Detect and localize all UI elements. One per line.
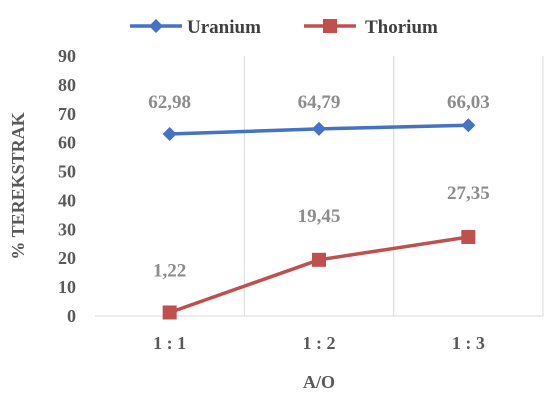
thorium-point bbox=[312, 252, 326, 267]
series-layer bbox=[162, 118, 476, 320]
thorium-series bbox=[162, 229, 476, 320]
uranium-series bbox=[162, 118, 476, 142]
legend-label: Thorium bbox=[365, 17, 438, 38]
thorium-line bbox=[169, 235, 469, 315]
y-tick-label: 90 bbox=[58, 46, 76, 66]
thorium-point bbox=[162, 305, 177, 320]
thorium-data-label: 1,22 bbox=[153, 260, 186, 281]
uranium-point bbox=[312, 121, 326, 136]
legend-item-thorium: Thorium bbox=[304, 17, 438, 38]
y-tick-label: 80 bbox=[58, 75, 76, 95]
legend-marker bbox=[323, 19, 337, 33]
legend-marker bbox=[149, 19, 163, 33]
x-tick-label: 1 : 2 bbox=[303, 333, 336, 353]
thorium-data-label: 27,35 bbox=[447, 183, 490, 204]
x-axis-ticks: 1 : 1 1 : 2 1 : 3 bbox=[153, 333, 485, 353]
y-tick-label: 70 bbox=[58, 104, 76, 124]
thorium-point bbox=[461, 229, 476, 244]
y-tick-label: 20 bbox=[58, 248, 76, 268]
uranium-data-label: 66,03 bbox=[447, 92, 490, 113]
y-tick-label: 60 bbox=[58, 133, 76, 153]
uranium-point bbox=[461, 118, 476, 133]
y-tick-label: 30 bbox=[58, 219, 76, 239]
legend-item-uranium: Uranium bbox=[130, 17, 261, 38]
legend: Uranium Thorium bbox=[130, 17, 438, 38]
y-tick-label: 40 bbox=[58, 190, 76, 210]
uranium-data-label: 62,98 bbox=[148, 92, 191, 113]
y-tick-label: 0 bbox=[67, 306, 76, 326]
y-tick-label: 10 bbox=[58, 277, 76, 297]
x-tick-label: 1 : 1 bbox=[153, 333, 186, 353]
legend-label: Uranium bbox=[187, 17, 261, 38]
y-axis-ticks: 0 10 20 30 40 50 60 70 80 90 bbox=[58, 46, 76, 326]
uranium-point bbox=[162, 127, 177, 142]
y-tick-label: 50 bbox=[58, 162, 76, 182]
x-axis-title: A/O bbox=[303, 372, 335, 392]
thorium-data-label: 19,45 bbox=[298, 206, 341, 227]
data-labels: 62,98 64,79 66,03 1,22 19,45 27,35 bbox=[148, 92, 489, 281]
x-tick-label: 1 : 3 bbox=[452, 333, 485, 353]
uranium-data-label: 64,79 bbox=[298, 92, 341, 113]
y-axis-title: % TEREKSTRAK bbox=[8, 112, 28, 259]
